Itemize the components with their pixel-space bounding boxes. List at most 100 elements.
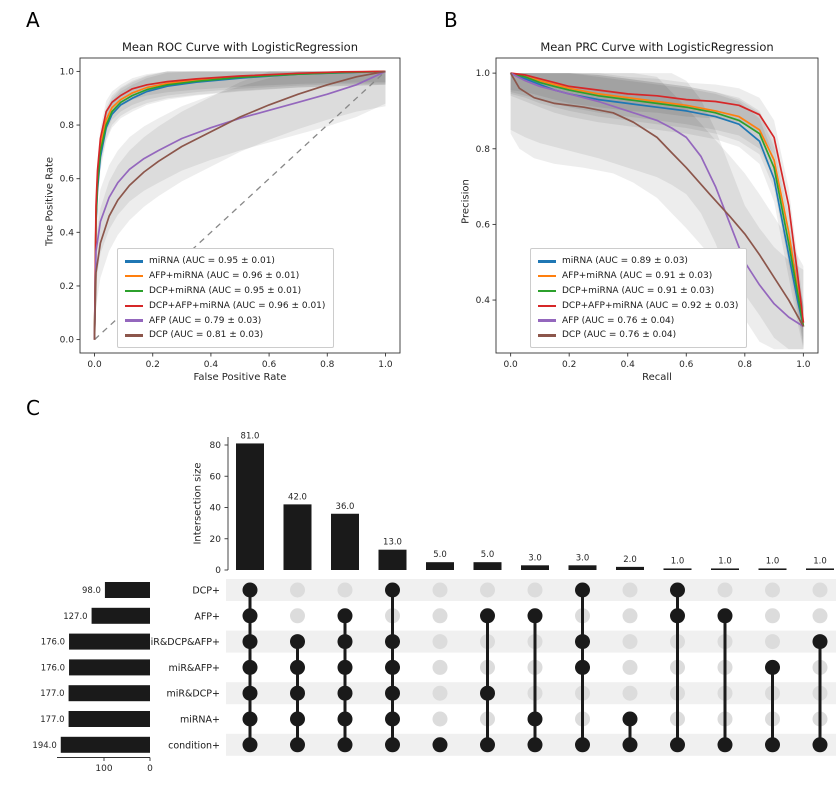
legend-label: AFP (AUC = 0.76 ± 0.04) (562, 315, 675, 326)
matrix-dot-filled (385, 634, 400, 650)
legend-swatch-AFP+miRNA (125, 275, 143, 278)
set-size-value: 98.0 (82, 586, 101, 596)
x-tick-label: 0.2 (562, 360, 576, 370)
intersection-bar-label: 1.0 (813, 556, 827, 566)
curve-AFP (510, 72, 804, 328)
matrix-dot-filled (527, 608, 543, 624)
y-tick-label: 0.6 (476, 220, 491, 230)
set-size-bar (68, 685, 150, 702)
set-size-bar (68, 711, 150, 727)
matrix-dot-empty (432, 608, 448, 624)
legend-label: miRNA (AUC = 0.89 ± 0.03) (562, 256, 688, 267)
curve-DCP (509, 72, 805, 327)
legend-label: AFP (AUC = 0.79 ± 0.03) (149, 315, 262, 326)
set-size-axis-tick: 100 (95, 764, 112, 774)
matrix-dot-filled (385, 737, 400, 753)
matrix-dot-filled (385, 685, 400, 701)
matrix-dot-filled (337, 608, 353, 624)
matrix-dot-filled (717, 737, 733, 753)
matrix-dot-empty (765, 634, 780, 650)
curve-DCP+AFP+miRNA (93, 70, 386, 340)
confidence-band-DCP (94, 71, 386, 340)
matrix-dot-filled (622, 737, 638, 753)
matrix-dot-empty (622, 608, 638, 624)
matrix-dot-filled (290, 685, 305, 701)
set-size-value: 177.0 (40, 689, 64, 699)
prc-legend: miRNA (AUC = 0.89 ± 0.03) AFP+miRNA (AUC … (530, 248, 748, 348)
legend-swatch-miRNA (538, 260, 556, 263)
x-tick-label: 0.0 (87, 360, 102, 370)
intersection-bar (663, 568, 692, 570)
legend-label: DCP+miRNA (AUC = 0.95 ± 0.01) (149, 285, 302, 296)
matrix-dot-filled (385, 711, 400, 727)
intersection-bar (521, 565, 549, 570)
matrix-dot-filled (242, 685, 258, 701)
set-row-label: DCP+ (192, 586, 220, 597)
legend-item-miRNA: miRNA (AUC = 0.95 ± 0.01) (125, 254, 325, 269)
matrix-dot-empty (432, 685, 448, 701)
set-row-label: AFP+ (194, 611, 220, 622)
legend-item-DCP+AFP+miRNA: DCP+AFP+miRNA (AUC = 0.92 ± 0.03) (538, 298, 738, 313)
legend-item-DCP+miRNA: DCP+miRNA (AUC = 0.91 ± 0.03) (538, 284, 738, 299)
matrix-dot-filled (480, 685, 495, 701)
x-tick-label: 0.4 (621, 360, 636, 370)
set-size-value: 127.0 (63, 612, 87, 622)
x-tick-label: 0.8 (738, 360, 753, 370)
set-size-bar (69, 659, 150, 676)
roc-xlabel: False Positive Rate (193, 372, 287, 383)
y-tick-label: 1.0 (60, 67, 75, 77)
intersection-bar (283, 504, 312, 570)
legend-swatch-DCP+miRNA (125, 289, 143, 293)
matrix-dot-filled (432, 737, 448, 753)
legend-swatch-DCP+AFP+miRNA (125, 304, 143, 307)
matrix-dot-filled (242, 634, 258, 650)
intersection-bar (806, 568, 834, 570)
legend-item-DCP: DCP (AUC = 0.76 ± 0.04) (538, 328, 738, 343)
axes-box (495, 57, 819, 354)
legend-label: AFP+miRNA (AUC = 0.91 ± 0.03) (562, 271, 713, 282)
matrix-dot-filled (290, 737, 305, 753)
prc-xlabel: Recall (642, 372, 672, 383)
matrix-dot-filled (480, 608, 495, 624)
legend-item-DCP+AFP+miRNA: DCP+AFP+miRNA (AUC = 0.96 ± 0.01) (125, 298, 325, 313)
matrix-dot-filled (575, 582, 590, 598)
matrix-dot-filled (337, 634, 353, 650)
legend-item-AFP: AFP (AUC = 0.76 ± 0.04) (538, 313, 738, 328)
matrix-dot-filled (575, 659, 590, 675)
matrix-dot-empty (812, 608, 828, 624)
legend-label: miRNA (AUC = 0.95 ± 0.01) (149, 256, 275, 267)
intersection-bar-label: 42.0 (288, 492, 307, 502)
legend-swatch-DCP+AFP+miRNA (538, 304, 556, 307)
intersection-bar-label: 5.0 (481, 550, 495, 560)
intersection-bar (378, 549, 407, 570)
matrix-dot-filled (717, 608, 733, 624)
matrix-dot-filled (670, 737, 685, 753)
matrix-dot-filled (622, 711, 638, 727)
matrix-dot-empty (812, 582, 828, 598)
y-tick-label: 0.8 (476, 145, 491, 155)
curve-AFP+miRNA (510, 72, 805, 327)
intersection-bar (236, 443, 264, 570)
prc-ylabel: Precision (460, 179, 472, 224)
matrix-dot-filled (575, 634, 590, 650)
set-size-value: 177.0 (40, 715, 64, 725)
matrix-dot-empty (765, 582, 780, 598)
curve-DCP (93, 70, 386, 340)
intersection-bar (758, 568, 787, 570)
intersection-bar (426, 562, 454, 570)
legend-item-AFP: AFP (AUC = 0.79 ± 0.03) (125, 313, 325, 328)
y-tick-label: 0.6 (60, 175, 75, 185)
x-tick-label: 0.6 (262, 360, 277, 370)
legend-swatch-AFP (125, 319, 143, 322)
set-row-label: miR&DCP&AFP+ (141, 637, 220, 648)
legend-item-AFP+miRNA: AFP+miRNA (AUC = 0.96 ± 0.01) (125, 269, 325, 284)
confidence-band-DCP+miRNA (510, 73, 804, 348)
matrix-dot-empty (527, 582, 543, 598)
curve-DCP+miRNA (93, 70, 386, 340)
set-row-label: miR&AFP+ (168, 663, 220, 674)
intersection-bar-label: 36.0 (336, 502, 355, 512)
x-tick-label: 0.4 (204, 360, 219, 370)
prc-title: Mean PRC Curve with LogisticRegression (540, 40, 774, 54)
matrix-dot-empty (622, 582, 638, 598)
